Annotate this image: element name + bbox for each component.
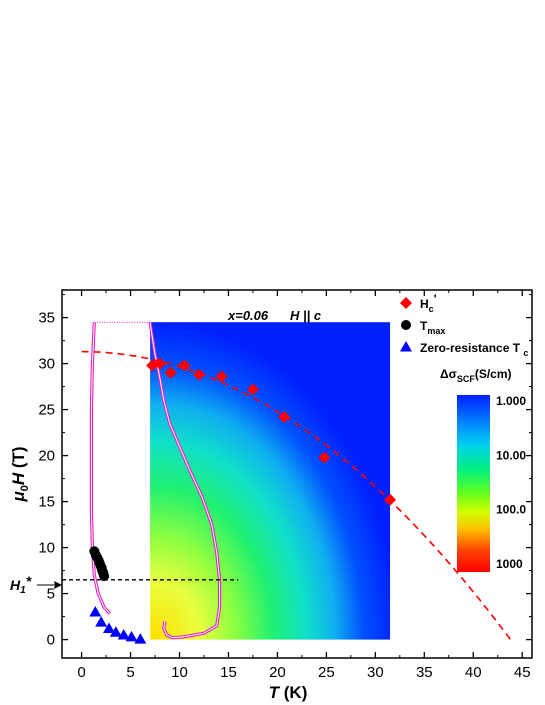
hc-point: [384, 493, 397, 506]
x-tick-label: 5: [126, 664, 134, 681]
x-tick-label: 0: [77, 664, 85, 681]
x-tick-label: 20: [269, 664, 286, 681]
h1-marker: H1*: [10, 573, 62, 596]
hc-point: [278, 410, 291, 423]
colorbar: ΔσSCF(S/cm) 1.000 10.00 100.0 1000: [440, 367, 526, 572]
hc-point: [164, 366, 177, 379]
x-tick-label: 30: [367, 664, 384, 681]
legend-marker: [400, 341, 412, 352]
zero-resistance-tc-point: [103, 622, 115, 634]
colorbar-tick-label: 100.0: [496, 503, 526, 517]
colorbar-label: ΔσSCF(S/cm): [440, 367, 512, 384]
hc-point: [246, 383, 259, 396]
colorbar-ticks: 1.000 10.00 100.0 1000: [496, 394, 526, 571]
plot-area: [62, 321, 512, 644]
hc-point: [178, 359, 191, 372]
x-tick-label: 15: [220, 664, 237, 681]
tmax-point: [99, 571, 110, 582]
y-tick-label: 25: [38, 402, 55, 419]
y-tick-label: 35: [38, 310, 55, 327]
y-tick-label: 15: [38, 494, 55, 511]
y-tick-label: 20: [38, 448, 55, 465]
x-tick-label: 40: [465, 664, 482, 681]
loop-curve-outer-core: [149, 322, 221, 639]
plot-frame: [61, 289, 533, 659]
x-tick-label: 10: [171, 664, 188, 681]
colorbar-tick-label: 1.000: [496, 394, 526, 408]
y-tick-label: 30: [38, 356, 55, 373]
y-tick-label: 0: [47, 632, 55, 649]
zero-resistance-tc-point: [134, 633, 147, 644]
hc-point: [193, 368, 206, 381]
legend-label: Hc': [420, 292, 437, 314]
loop-curve-left-core: [90, 322, 111, 615]
zero-resistance-tc-point: [89, 606, 102, 617]
y-tick-label: 5: [47, 586, 55, 603]
colorbar-tick-label: 1000: [496, 557, 523, 571]
y-axis-label: μ0H (T): [9, 446, 31, 502]
hc-point: [215, 370, 228, 383]
x-tick-label: 35: [416, 664, 433, 681]
h1-label: H1*: [10, 573, 32, 596]
legend-label: Tmax: [420, 319, 445, 336]
colorbar-gradient: [457, 395, 490, 572]
zero-resistance-tc-point: [95, 616, 108, 627]
legend-label: Zero-resistance T c: [420, 341, 528, 358]
zero-resistance-tc-point: [125, 630, 138, 642]
legend-marker: [400, 297, 412, 309]
hc-point: [318, 451, 331, 464]
axis-ticks: 0 5 10 15 20 25 30 35 40 45 0 5 10 15 20 25 30 35: [38, 290, 532, 681]
y-tick-label: 10: [38, 540, 55, 557]
x-axis-label: T (K): [269, 683, 308, 702]
zero-resistance-tc-point: [117, 629, 130, 640]
hc-point: [153, 357, 166, 370]
annotation-field: H || c: [290, 308, 322, 323]
annotation-composition: x=0.06: [227, 308, 269, 323]
legend: Hc' Tmax Zero-resistance T c: [400, 292, 528, 358]
colorbar-tick-label: 10.00: [496, 448, 526, 462]
x-tick-label: 25: [318, 664, 335, 681]
data-marks: [89, 357, 397, 644]
x-tick-label: 45: [514, 664, 531, 681]
fit-curve: [81, 350, 512, 641]
legend-marker: [401, 320, 411, 330]
contour-map: [150, 322, 391, 640]
zero-resistance-tc-point: [109, 626, 122, 637]
